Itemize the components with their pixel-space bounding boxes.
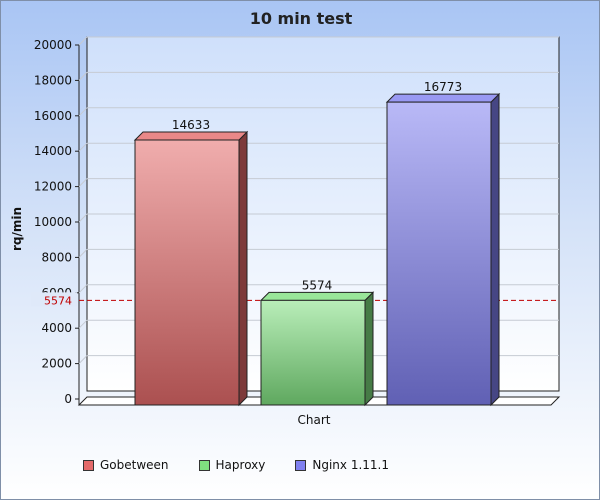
legend-swatch [295, 459, 307, 471]
bar-haproxy: 5574 [259, 278, 375, 407]
bar-side-face [238, 130, 248, 407]
bar-side-face [490, 92, 500, 407]
grid-line-side [78, 249, 88, 258]
y-tick-label: 2000 [41, 357, 72, 371]
y-axis-ticks: 0200040006000800010000120001400016000180… [34, 38, 79, 406]
bar-front-face [386, 101, 492, 406]
legend-swatch [198, 459, 210, 471]
legend-label: Haproxy [215, 458, 266, 472]
y-tick-label: 10000 [34, 215, 72, 229]
grid-line-side [78, 213, 88, 223]
reference-line-label: 5574 [44, 294, 72, 307]
bar-gobetween: 14633 [133, 118, 249, 407]
grid-line-side [78, 142, 88, 152]
y-tick-label: 0 [64, 392, 72, 406]
y-tick-label: 4000 [41, 321, 72, 335]
grid-line-side [78, 319, 88, 329]
y-tick-label: 12000 [34, 180, 72, 194]
grid-line-side [78, 284, 88, 294]
grid-line-side [78, 178, 88, 187]
y-tick-label: 20000 [34, 38, 72, 52]
bar-top-face [259, 291, 375, 301]
bar-nginx-1-11-1: 16773 [385, 80, 501, 407]
bar-front-face [260, 299, 366, 406]
legend-label: Nginx 1.11.1 [312, 458, 389, 472]
y-axis-title: rq/min [10, 207, 24, 251]
bar-front-face [134, 139, 240, 406]
grid-line-side [78, 107, 88, 117]
y-tick-label: 18000 [34, 73, 72, 87]
grid-line-side [78, 72, 88, 81]
legend: Gobetween Haproxy Nginx 1.11.1 [83, 458, 419, 472]
bars: 14633 5574 16773 [133, 80, 501, 407]
chart-title: 10 min test [249, 9, 353, 28]
bar-top-face [385, 93, 501, 103]
x-axis-category-label: Chart [298, 413, 331, 427]
legend-item: Gobetween [83, 458, 169, 472]
bar-data-label: 5574 [302, 278, 333, 292]
grid-line-side [78, 36, 88, 46]
bar-side-face [364, 291, 374, 407]
legend-label: Gobetween [100, 458, 169, 472]
reference-label-bg [31, 292, 77, 307]
bar-data-label: 16773 [424, 80, 462, 94]
legend-swatch [83, 459, 94, 471]
bar-top-face [133, 131, 249, 141]
legend-item: Nginx 1.11.1 [295, 458, 389, 472]
grid-line-side [78, 355, 88, 364]
legend-item: Haproxy [198, 458, 266, 472]
bar-data-label: 14633 [172, 118, 210, 132]
y-tick-label: 8000 [41, 250, 72, 264]
y-tick-label: 14000 [34, 144, 72, 158]
y-tick-label: 16000 [34, 109, 72, 123]
